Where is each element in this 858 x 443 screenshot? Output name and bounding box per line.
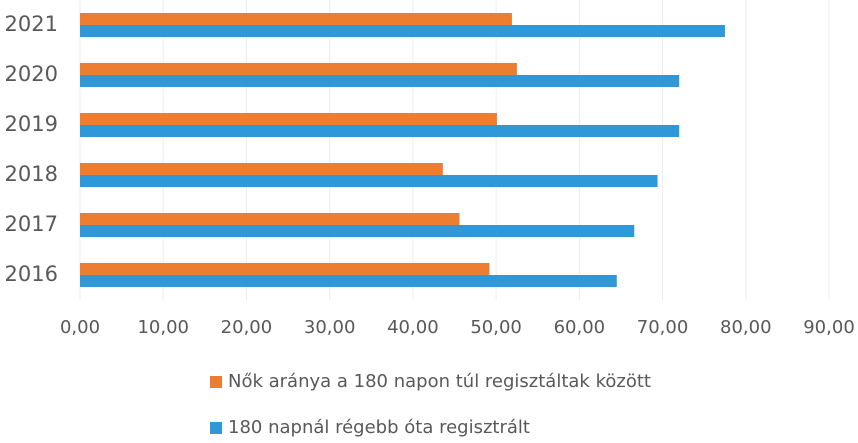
x-tick-label: 90,00 (803, 317, 855, 338)
legend-label: Nők aránya a 180 napon túl regisztáltak … (228, 371, 651, 392)
legend-swatch (210, 376, 222, 388)
x-tick-label: 70,00 (637, 317, 689, 338)
bar (80, 125, 680, 137)
y-tick-label: 2017 (5, 212, 58, 236)
bar (80, 25, 725, 37)
x-tick-label: 10,00 (137, 317, 189, 338)
legend-swatch (210, 422, 222, 434)
x-tick-label: 50,00 (470, 317, 522, 338)
y-tick-label: 2018 (5, 162, 58, 186)
bar (80, 13, 512, 25)
y-tick-label: 2020 (5, 62, 58, 86)
bar (80, 63, 517, 75)
legend-label: 180 napnál régebb óta regisztrált (228, 417, 530, 438)
x-tick-label: 60,00 (554, 317, 606, 338)
bar (80, 275, 617, 287)
y-tick-label: 2019 (5, 112, 58, 136)
y-tick-label: 2021 (5, 12, 58, 36)
y-tick-label: 2016 (5, 262, 58, 286)
bar (80, 113, 497, 125)
x-tick-label: 20,00 (221, 317, 273, 338)
x-tick-label: 30,00 (304, 317, 356, 338)
bar (80, 163, 443, 175)
bar (80, 175, 658, 187)
bar (80, 263, 490, 275)
bar (80, 225, 635, 237)
x-tick-label: 80,00 (720, 317, 772, 338)
bar (80, 75, 680, 87)
x-tick-label: 40,00 (387, 317, 439, 338)
bar (80, 213, 460, 225)
x-tick-label: 0,00 (60, 317, 100, 338)
